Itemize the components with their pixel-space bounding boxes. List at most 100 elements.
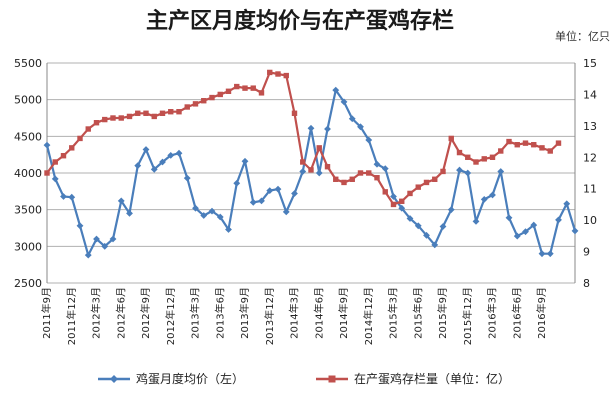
x-tick-label: 2011年9月	[40, 287, 53, 339]
data-point	[374, 175, 380, 181]
data-point	[168, 109, 174, 115]
data-point	[299, 168, 307, 175]
data-point	[291, 190, 298, 197]
data-point	[530, 221, 538, 229]
data-point	[414, 222, 422, 230]
data-point	[398, 204, 406, 212]
data-point	[135, 110, 141, 116]
data-point	[399, 198, 405, 204]
data-point	[282, 208, 290, 216]
data-point	[349, 176, 355, 182]
right-tick-label: 12	[583, 151, 597, 164]
series-line-1	[46, 71, 560, 206]
data-point	[200, 212, 208, 219]
legend-marker	[110, 375, 118, 383]
x-tick-label: 2012年6月	[114, 287, 127, 339]
data-point	[423, 231, 430, 239]
data-point	[473, 159, 479, 165]
x-tick-label: 2015年3月	[387, 287, 400, 339]
x-tick-label: 2015年12月	[461, 287, 474, 345]
data-point	[498, 148, 504, 154]
data-point	[93, 120, 100, 126]
x-tick-label: 2015年6月	[411, 287, 424, 339]
right-tick-label: 13	[583, 120, 597, 133]
data-point	[267, 69, 273, 76]
data-point	[192, 204, 199, 212]
data-point	[308, 167, 314, 173]
data-point	[546, 250, 554, 258]
chart-title: 主产区月度均价与在产蛋鸡存栏	[146, 8, 454, 34]
data-point	[175, 149, 183, 157]
data-point	[77, 135, 83, 142]
data-point	[316, 145, 322, 151]
data-point	[406, 215, 414, 222]
data-point	[381, 165, 389, 172]
data-point	[497, 168, 505, 175]
right-axis-ticks: 8 9 10 11 12 13 14 15	[583, 57, 597, 290]
data-point	[209, 94, 215, 101]
data-point	[464, 169, 472, 177]
data-point	[275, 71, 281, 77]
data-point	[440, 168, 446, 175]
data-point	[151, 113, 157, 120]
right-tick-label: 9	[583, 246, 590, 259]
data-point	[159, 110, 166, 116]
data-point	[126, 209, 133, 217]
data-point	[382, 189, 388, 195]
data-point	[505, 214, 513, 222]
data-point	[241, 157, 249, 165]
data-point	[118, 115, 124, 121]
data-point	[514, 142, 520, 148]
data-point	[373, 160, 381, 168]
data-point	[183, 174, 191, 182]
data-point	[150, 165, 158, 173]
x-tick-label: 2014年12月	[362, 287, 375, 345]
x-tick-label: 2015年9月	[436, 287, 449, 339]
data-point	[390, 201, 397, 208]
data-point	[143, 110, 149, 116]
data-point	[192, 101, 199, 107]
data-point	[44, 170, 50, 176]
x-tick-label: 2012年9月	[139, 287, 152, 339]
data-point	[110, 115, 116, 121]
data-point	[341, 179, 347, 186]
legend-label-0: 鸡蛋月度均价（左）	[136, 371, 244, 386]
x-tick-label: 2013年6月	[213, 287, 226, 339]
data-point	[456, 166, 463, 174]
data-point	[234, 83, 240, 90]
left-tick-label: 2500	[14, 277, 42, 290]
data-point	[513, 232, 521, 240]
data-point	[266, 187, 274, 194]
data-point	[390, 193, 397, 200]
data-point	[69, 145, 75, 151]
data-point	[522, 140, 529, 146]
data-point	[217, 91, 223, 98]
data-point	[216, 213, 224, 221]
data-point	[233, 179, 241, 187]
data-point	[159, 158, 166, 166]
right-axis-unit: 单位：亿只	[555, 29, 610, 43]
data-point	[60, 153, 67, 159]
data-point	[465, 154, 471, 160]
data-point	[563, 200, 571, 208]
data-point	[333, 176, 339, 182]
right-tick-label: 14	[583, 88, 597, 101]
data-point	[43, 141, 51, 149]
data-point	[480, 196, 488, 203]
right-tick-label: 8	[583, 277, 590, 290]
data-point	[68, 193, 76, 201]
left-tick-label: 4500	[14, 130, 42, 143]
data-point	[538, 250, 546, 258]
data-point	[117, 197, 125, 205]
data-point	[208, 207, 216, 215]
data-point	[225, 88, 232, 94]
data-point	[447, 206, 455, 214]
data-point	[201, 98, 207, 104]
data-point	[52, 159, 58, 165]
data-point	[448, 135, 454, 142]
data-point	[481, 156, 487, 162]
legend-label-1: 在产蛋鸡存栏量（单位：亿）	[354, 371, 510, 386]
data-point	[340, 98, 348, 106]
x-tick-label: 2013年12月	[263, 287, 276, 345]
data-point	[415, 184, 421, 190]
